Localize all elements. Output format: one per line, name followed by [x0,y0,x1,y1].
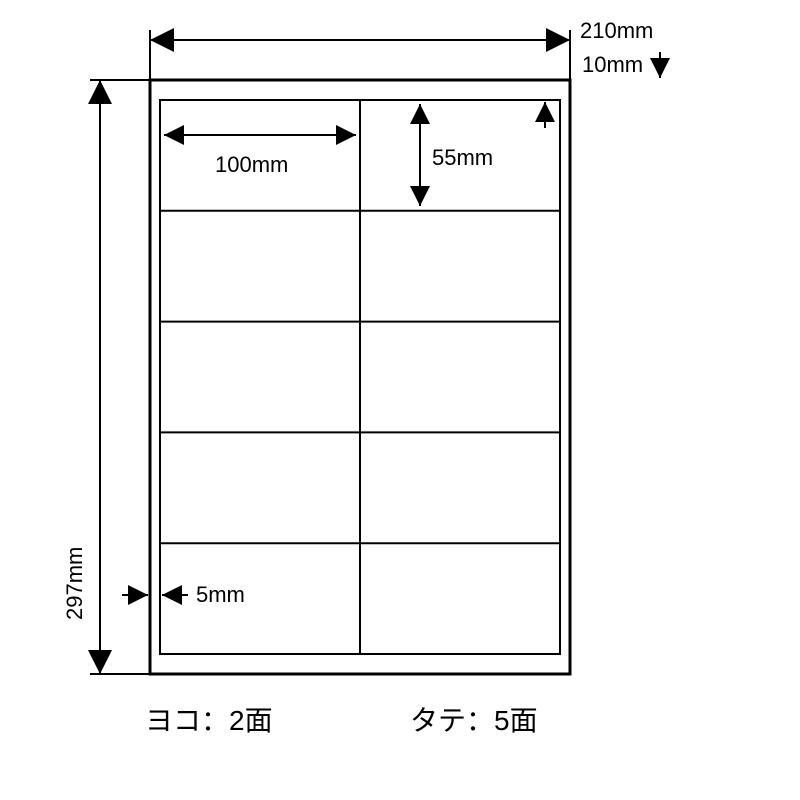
label-grid [160,100,560,654]
dim-sheet-width-label: 210mm [580,18,653,43]
dim-left-margin-label: 5mm [196,582,245,607]
dim-sheet-height-label: 297mm [62,547,87,620]
dim-sheet-height: 297mm [62,80,150,674]
dim-cell-height-label: 55mm [432,145,493,170]
label-sheet-diagram: 210mm 10mm 100mm 55mm 297mm 5mm ヨコ：2面 タテ… [0,0,800,800]
dim-cell-width-label: 100mm [215,152,288,177]
dim-top-margin-label: 10mm [582,52,643,77]
caption-columns: ヨコ：2面 [145,705,273,736]
dim-sheet-width: 210mm [150,18,653,80]
caption-rows: タテ：5面 [410,705,538,736]
